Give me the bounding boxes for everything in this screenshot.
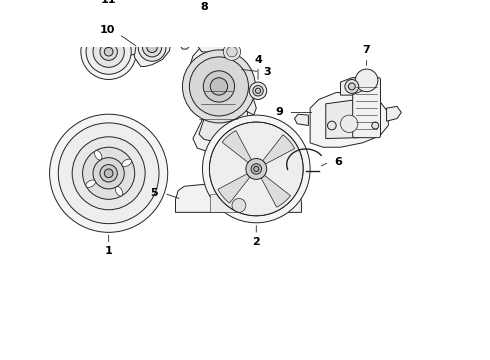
Text: 2: 2 (252, 237, 260, 247)
Polygon shape (222, 131, 251, 162)
Circle shape (345, 80, 359, 93)
Text: 9: 9 (275, 108, 283, 117)
Circle shape (143, 38, 162, 57)
Polygon shape (310, 93, 388, 147)
Circle shape (104, 48, 113, 56)
Text: 6: 6 (334, 157, 342, 167)
Circle shape (144, 28, 161, 46)
Circle shape (223, 43, 241, 60)
Circle shape (348, 83, 355, 90)
Circle shape (81, 24, 136, 80)
Polygon shape (210, 190, 271, 212)
FancyBboxPatch shape (353, 78, 380, 138)
Polygon shape (387, 107, 401, 121)
Ellipse shape (115, 186, 123, 196)
Circle shape (190, 57, 248, 116)
Polygon shape (326, 99, 380, 139)
Circle shape (93, 158, 124, 189)
Text: 4: 4 (254, 54, 262, 64)
Circle shape (341, 115, 358, 132)
Circle shape (210, 78, 228, 95)
Circle shape (255, 88, 261, 93)
Circle shape (100, 43, 117, 60)
Circle shape (58, 123, 159, 224)
Text: 3: 3 (263, 67, 270, 77)
Polygon shape (196, 19, 230, 53)
Circle shape (93, 36, 124, 67)
Polygon shape (124, 42, 136, 56)
Polygon shape (294, 114, 308, 126)
Polygon shape (244, 99, 256, 115)
Ellipse shape (122, 159, 131, 167)
Polygon shape (133, 28, 171, 67)
Circle shape (202, 115, 310, 223)
Ellipse shape (86, 180, 96, 188)
Polygon shape (190, 46, 247, 152)
Text: 1: 1 (105, 247, 113, 256)
Circle shape (104, 169, 113, 177)
Circle shape (251, 164, 262, 174)
Ellipse shape (95, 150, 102, 160)
Circle shape (327, 121, 336, 130)
Circle shape (182, 32, 193, 42)
Circle shape (253, 86, 263, 96)
Circle shape (49, 114, 168, 232)
Circle shape (355, 69, 378, 92)
Text: 7: 7 (363, 45, 370, 55)
Circle shape (147, 42, 157, 53)
Circle shape (138, 33, 166, 61)
Circle shape (182, 50, 255, 123)
Circle shape (72, 137, 145, 210)
Circle shape (209, 122, 303, 216)
Circle shape (227, 46, 237, 57)
Polygon shape (178, 26, 197, 49)
Polygon shape (341, 78, 362, 95)
Text: 8: 8 (200, 3, 208, 12)
Circle shape (203, 71, 235, 102)
Polygon shape (196, 58, 238, 141)
Polygon shape (218, 174, 250, 203)
Polygon shape (261, 175, 291, 207)
Circle shape (246, 158, 267, 179)
Circle shape (232, 198, 246, 212)
Text: 10: 10 (100, 25, 116, 35)
Text: 5: 5 (150, 188, 158, 198)
Circle shape (83, 147, 135, 199)
Circle shape (86, 29, 131, 74)
Polygon shape (263, 135, 294, 164)
Circle shape (249, 82, 267, 99)
Polygon shape (175, 185, 301, 212)
Circle shape (254, 166, 259, 172)
Text: 11: 11 (101, 0, 117, 5)
Circle shape (100, 165, 117, 182)
Circle shape (372, 122, 379, 129)
